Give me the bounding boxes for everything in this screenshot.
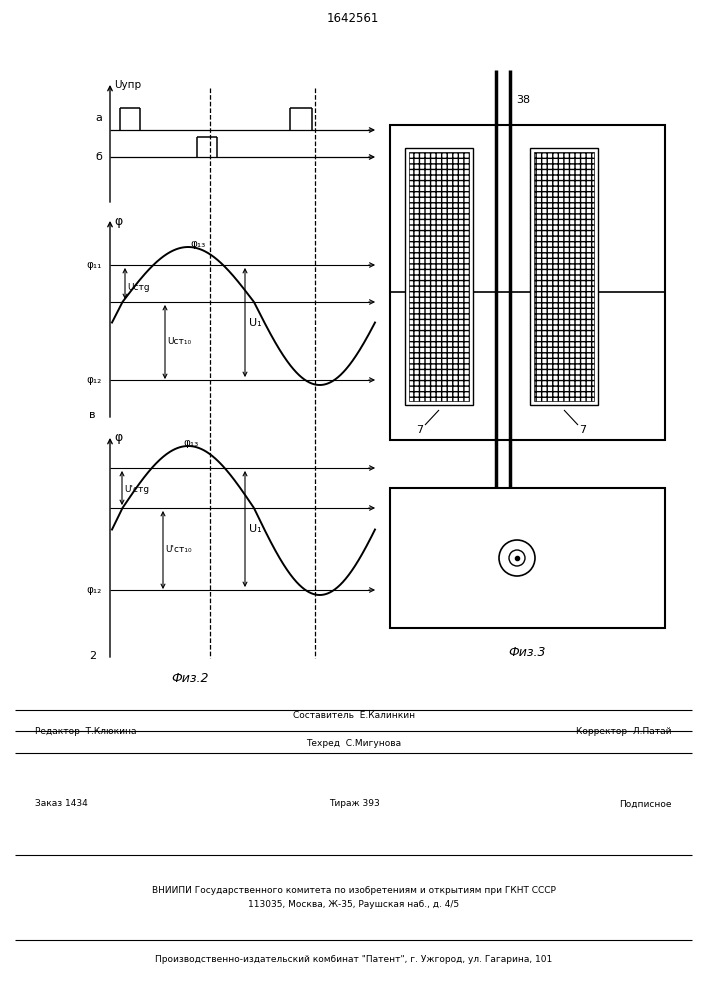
Text: 38: 38 xyxy=(516,95,530,105)
Text: φ: φ xyxy=(114,215,122,228)
Text: Заказ 1434: Заказ 1434 xyxy=(35,800,88,808)
Text: Физ.2: Физ.2 xyxy=(171,672,209,684)
Text: 2: 2 xyxy=(89,651,96,661)
Text: U'стg: U'стg xyxy=(124,486,149,494)
Text: φ₁₃: φ₁₃ xyxy=(190,239,206,249)
Text: Редактор  Т.Клюкина: Редактор Т.Клюкина xyxy=(35,727,136,736)
Bar xyxy=(390,125,665,440)
Text: Производственно-издательский комбинат "Патент", г. Ужгород, ул. Гагарина, 101: Производственно-издательский комбинат "П… xyxy=(156,956,553,964)
Text: в: в xyxy=(90,410,96,420)
Text: Uстg: Uстg xyxy=(127,283,150,292)
Bar xyxy=(409,152,469,401)
Text: Uупр: Uупр xyxy=(114,80,141,90)
Bar xyxy=(534,152,594,401)
Text: φ₁₁: φ₁₁ xyxy=(87,260,102,270)
Text: 113035, Москва, Ж-35, Раушская наб., д. 4/5: 113035, Москва, Ж-35, Раушская наб., д. … xyxy=(248,900,460,909)
Text: 1642561: 1642561 xyxy=(327,11,379,24)
Text: б: б xyxy=(95,152,102,162)
Text: а: а xyxy=(95,113,102,123)
Text: 7: 7 xyxy=(580,425,587,435)
Bar xyxy=(390,488,665,628)
Text: φ₁₃: φ₁₃ xyxy=(183,438,199,448)
Text: U₁: U₁ xyxy=(249,318,262,328)
Text: Физ.3: Физ.3 xyxy=(508,647,546,660)
Bar xyxy=(530,148,598,405)
Text: ВНИИПИ Государственного комитета по изобретениям и открытиям при ГКНТ СССР: ВНИИПИ Государственного комитета по изоб… xyxy=(152,886,556,895)
Text: Подписное: Подписное xyxy=(619,800,672,808)
Text: Техред  С.Мигунова: Техред С.Мигунова xyxy=(306,740,402,748)
Text: φ: φ xyxy=(114,432,122,444)
Text: Uст₁₀: Uст₁₀ xyxy=(167,336,191,346)
Text: Корректор  Л.Патай: Корректор Л.Патай xyxy=(576,727,672,736)
Bar xyxy=(405,148,473,405)
Text: 7: 7 xyxy=(416,425,423,435)
Text: Тираж 393: Тираж 393 xyxy=(329,800,380,808)
Text: Составитель  Е.Калинкин: Составитель Е.Калинкин xyxy=(293,711,415,720)
Text: U'ст₁₀: U'ст₁₀ xyxy=(165,544,192,554)
Text: φ₁₂: φ₁₂ xyxy=(87,375,102,385)
Text: φ₁₂: φ₁₂ xyxy=(87,585,102,595)
Text: U₁: U₁ xyxy=(249,524,262,534)
